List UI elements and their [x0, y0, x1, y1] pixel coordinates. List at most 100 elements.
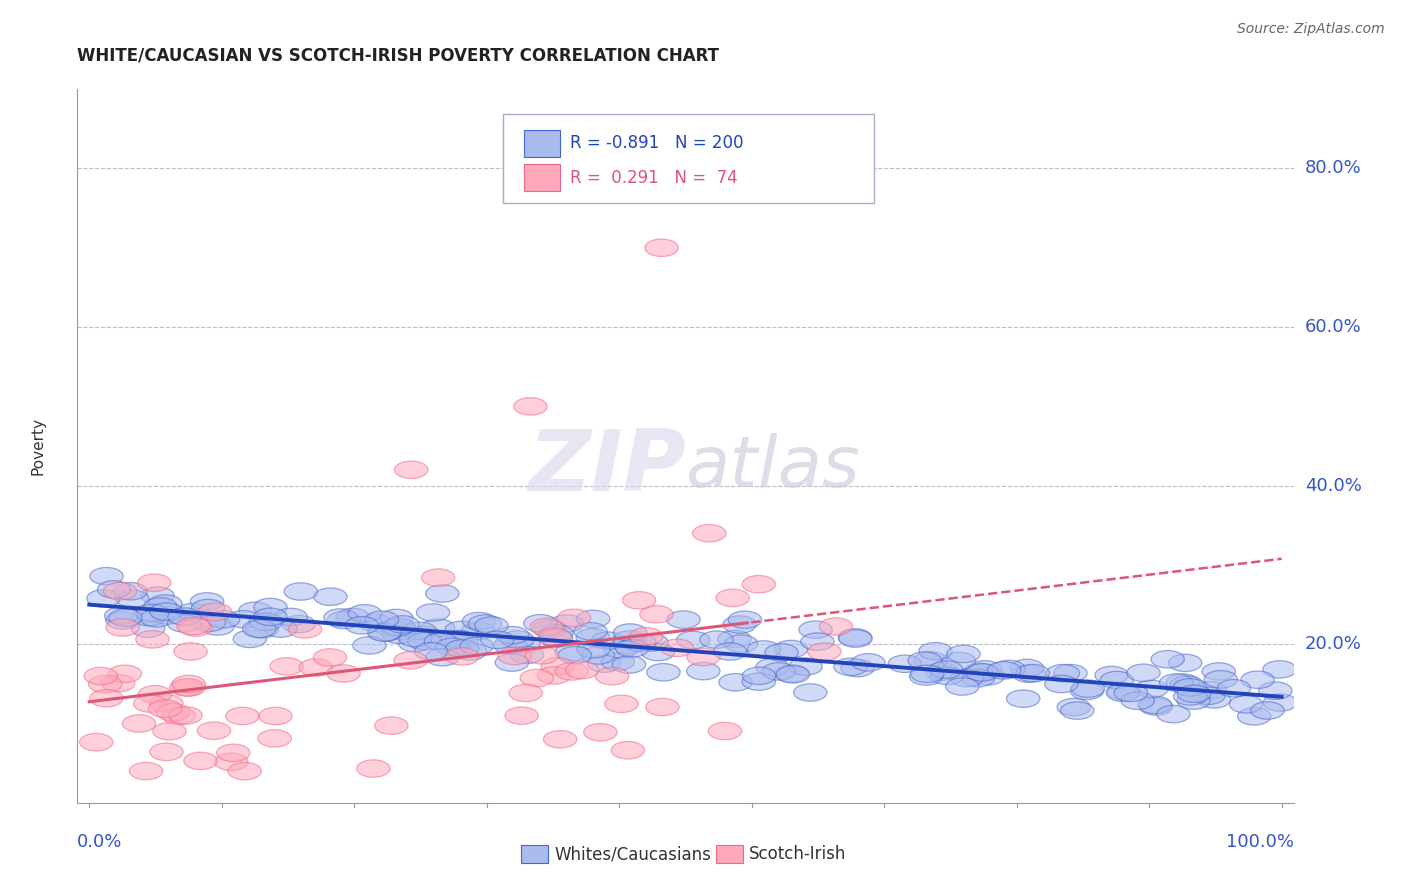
Ellipse shape — [1263, 694, 1296, 711]
Ellipse shape — [1107, 682, 1140, 700]
Ellipse shape — [505, 707, 538, 724]
Ellipse shape — [1095, 666, 1129, 684]
Text: Scotch-Irish: Scotch-Irish — [748, 846, 846, 863]
Ellipse shape — [385, 623, 419, 640]
Ellipse shape — [723, 615, 756, 633]
Text: ZIP: ZIP — [527, 425, 686, 509]
Text: atlas: atlas — [686, 433, 860, 502]
Ellipse shape — [105, 612, 139, 629]
FancyBboxPatch shape — [522, 845, 548, 863]
Ellipse shape — [264, 620, 297, 638]
Ellipse shape — [1057, 698, 1091, 716]
Ellipse shape — [426, 585, 460, 602]
Ellipse shape — [1007, 690, 1040, 707]
Ellipse shape — [1241, 671, 1274, 689]
Ellipse shape — [555, 663, 589, 680]
Ellipse shape — [950, 669, 984, 687]
Ellipse shape — [80, 733, 112, 751]
Ellipse shape — [177, 603, 209, 621]
Ellipse shape — [385, 615, 419, 633]
Ellipse shape — [537, 666, 571, 684]
Ellipse shape — [513, 398, 547, 415]
Ellipse shape — [1204, 671, 1237, 688]
Ellipse shape — [498, 648, 531, 665]
Ellipse shape — [149, 595, 181, 612]
Ellipse shape — [408, 626, 441, 644]
Ellipse shape — [963, 663, 997, 681]
Ellipse shape — [90, 690, 124, 707]
Ellipse shape — [613, 624, 647, 641]
Ellipse shape — [138, 574, 172, 591]
Ellipse shape — [576, 629, 609, 646]
Ellipse shape — [198, 603, 232, 621]
Ellipse shape — [1099, 672, 1133, 689]
Ellipse shape — [1168, 654, 1202, 672]
Ellipse shape — [676, 632, 710, 648]
Ellipse shape — [914, 652, 948, 669]
Ellipse shape — [962, 669, 994, 687]
Ellipse shape — [807, 643, 841, 660]
Ellipse shape — [136, 605, 169, 622]
Ellipse shape — [149, 603, 183, 620]
Ellipse shape — [141, 587, 174, 605]
Text: 20.0%: 20.0% — [1305, 635, 1361, 653]
Ellipse shape — [108, 609, 142, 626]
Ellipse shape — [776, 665, 810, 683]
Ellipse shape — [588, 655, 621, 673]
Ellipse shape — [245, 620, 278, 638]
Ellipse shape — [415, 642, 449, 660]
Ellipse shape — [184, 752, 217, 770]
Ellipse shape — [162, 707, 195, 724]
Ellipse shape — [613, 656, 645, 673]
Ellipse shape — [422, 569, 454, 586]
Ellipse shape — [1157, 706, 1189, 723]
Ellipse shape — [1114, 684, 1147, 702]
Ellipse shape — [762, 663, 796, 680]
Ellipse shape — [747, 640, 780, 658]
Ellipse shape — [441, 631, 475, 648]
Ellipse shape — [1263, 661, 1296, 678]
Ellipse shape — [623, 633, 657, 651]
Ellipse shape — [576, 640, 610, 658]
Ellipse shape — [381, 618, 415, 636]
Ellipse shape — [1137, 696, 1171, 714]
Ellipse shape — [834, 658, 868, 675]
Ellipse shape — [1071, 680, 1105, 698]
Ellipse shape — [359, 615, 392, 632]
Ellipse shape — [367, 624, 401, 641]
Ellipse shape — [501, 631, 534, 648]
Text: 60.0%: 60.0% — [1305, 318, 1361, 336]
Ellipse shape — [595, 667, 628, 685]
Ellipse shape — [946, 645, 980, 663]
Ellipse shape — [1166, 673, 1199, 691]
Ellipse shape — [533, 620, 565, 638]
Ellipse shape — [150, 743, 183, 761]
Ellipse shape — [555, 643, 589, 661]
Ellipse shape — [523, 615, 557, 632]
Ellipse shape — [765, 644, 799, 661]
Ellipse shape — [197, 722, 231, 739]
Ellipse shape — [446, 648, 479, 665]
Ellipse shape — [1012, 665, 1046, 682]
Ellipse shape — [114, 582, 148, 600]
Ellipse shape — [889, 655, 921, 673]
Ellipse shape — [742, 575, 776, 593]
Text: 100.0%: 100.0% — [1226, 833, 1294, 851]
Ellipse shape — [84, 667, 118, 685]
Text: R = -0.891   N = 200: R = -0.891 N = 200 — [569, 135, 744, 153]
Ellipse shape — [131, 620, 165, 638]
Ellipse shape — [616, 640, 650, 657]
Ellipse shape — [226, 707, 259, 724]
Ellipse shape — [426, 648, 460, 666]
Ellipse shape — [612, 636, 645, 654]
Ellipse shape — [1170, 676, 1204, 693]
Ellipse shape — [630, 628, 664, 645]
Text: R =  0.291   N =  74: R = 0.291 N = 74 — [569, 169, 738, 186]
Ellipse shape — [1177, 692, 1211, 709]
Ellipse shape — [105, 619, 139, 636]
Ellipse shape — [839, 630, 872, 648]
Ellipse shape — [800, 633, 834, 650]
Ellipse shape — [602, 653, 634, 671]
Ellipse shape — [709, 723, 741, 739]
Ellipse shape — [115, 590, 149, 607]
